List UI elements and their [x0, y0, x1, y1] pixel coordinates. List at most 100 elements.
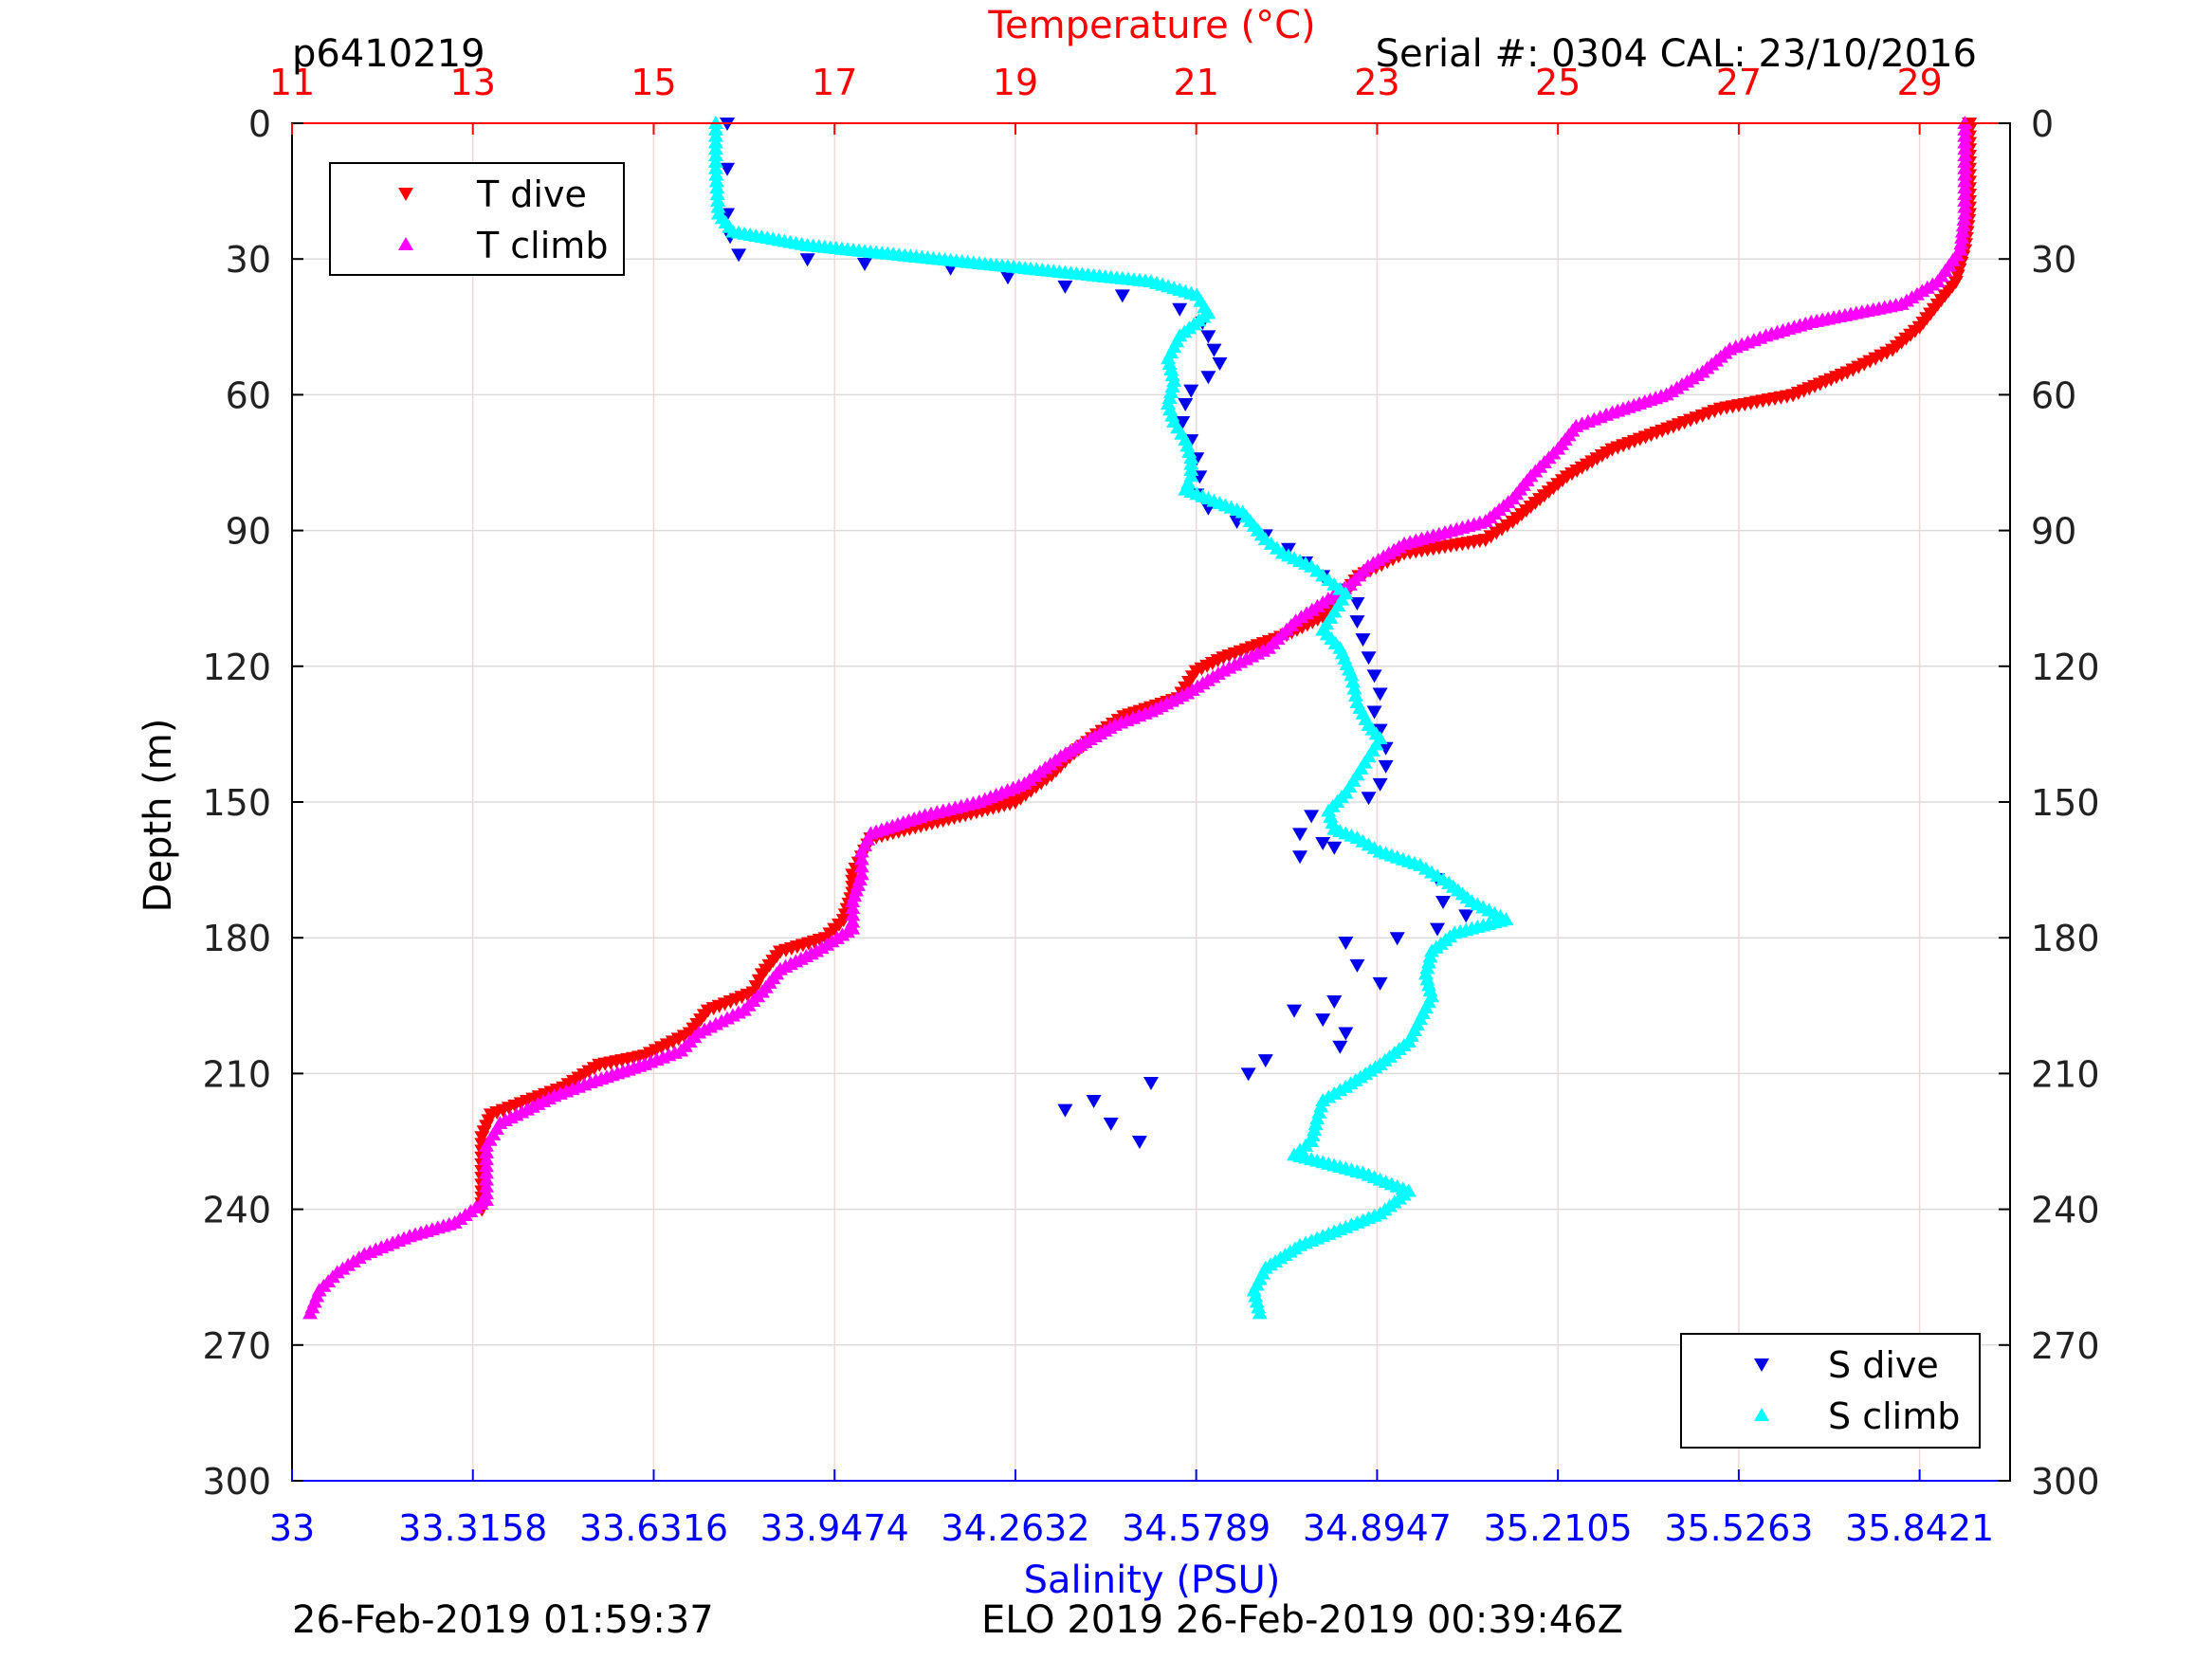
- s-climb-point: [1346, 681, 1362, 695]
- depth-tick-label-left: 120: [202, 647, 271, 688]
- s-climb-point: [1344, 674, 1361, 688]
- depth-tick-label-right: 300: [2031, 1461, 2100, 1503]
- depth-tick-label-left: 180: [202, 918, 271, 959]
- axis-ticks: 0 0 30 30 60 60 90 90 120 120 150 150 180 180 210 210 24…: [202, 62, 2099, 1549]
- series-t_climb: [302, 116, 1973, 1320]
- legend-bottom-right: S dive S climb: [1680, 1333, 1981, 1449]
- s-dive-point: [1315, 1013, 1331, 1028]
- legends: T dive T climb S dive S climb: [329, 162, 1981, 1449]
- s-dive-point: [1212, 356, 1228, 371]
- s-dive-point: [799, 253, 815, 267]
- t-climb-point: [479, 1138, 495, 1152]
- s-dive-point: [1349, 615, 1365, 629]
- temperature-axis-label: Temperature (°C): [987, 4, 1315, 47]
- s-dive-point: [857, 257, 872, 271]
- data-series: [302, 116, 1978, 1320]
- t-climb-point: [1954, 229, 1970, 244]
- s-dive-point: [1366, 705, 1382, 720]
- s-climb-point: [708, 167, 724, 181]
- s-dive-point: [1206, 343, 1222, 357]
- salinity-tick-label: 33: [269, 1507, 315, 1549]
- depth-tick-label-right: 270: [2031, 1325, 2100, 1367]
- s-dive-point: [1287, 1004, 1302, 1018]
- temperature-tick-label: 17: [812, 62, 857, 103]
- s-dive-point: [720, 162, 736, 176]
- legend-label: S dive: [1828, 1344, 1939, 1386]
- s-dive-point: [1229, 516, 1245, 530]
- t-climb-point: [302, 1305, 319, 1320]
- depth-tick-label-right: 210: [2031, 1053, 2100, 1095]
- s-dive-point: [1315, 836, 1331, 850]
- s-dive-point: [1292, 828, 1308, 842]
- temperature-tick-label: 29: [1896, 62, 1942, 103]
- s-dive-point: [1175, 416, 1191, 430]
- depth-tick-label-left: 300: [202, 1461, 271, 1503]
- s-dive-point: [1435, 896, 1452, 910]
- s-dive-point: [1057, 280, 1073, 294]
- s-dive-point: [1355, 633, 1371, 647]
- s-dive-point: [731, 248, 747, 263]
- s-dive-point: [1143, 1076, 1159, 1090]
- depth-tick-label-left: 270: [202, 1325, 271, 1367]
- temperature-tick-label: 25: [1535, 62, 1581, 103]
- depth-tick-label-right: 240: [2031, 1190, 2100, 1231]
- salinity-tick-label: 33.9474: [760, 1507, 909, 1549]
- t-climb-point: [479, 1144, 495, 1158]
- salinity-tick-label: 35.2105: [1484, 1507, 1633, 1549]
- temperature-tick-label: 23: [1354, 62, 1399, 103]
- depth-tick-label-left: 0: [248, 103, 271, 145]
- s-dive-point: [1332, 1040, 1348, 1054]
- t-climb-point: [479, 1172, 495, 1186]
- s-dive-point: [1378, 759, 1394, 774]
- s-dive-point: [1172, 302, 1188, 317]
- salinity-tick-label: 33.3158: [398, 1507, 547, 1549]
- salinity-tick-label: 33.6316: [579, 1507, 728, 1549]
- s-dive-point: [1178, 397, 1194, 411]
- legend-label: T climb: [476, 225, 608, 266]
- s-climb-point: [1347, 687, 1363, 702]
- s-dive-point: [1361, 792, 1377, 806]
- depth-tick-label-right: 90: [2031, 511, 2076, 553]
- t-climb-point: [853, 844, 869, 858]
- s-dive-point: [1114, 289, 1130, 303]
- s-climb-point: [1344, 667, 1360, 682]
- depth-tick-label-right: 60: [2031, 374, 2076, 416]
- t-climb-point: [845, 907, 861, 921]
- t-climb-point: [479, 1158, 495, 1173]
- legend-marker: [1754, 1408, 1769, 1421]
- s-dive-point: [1349, 958, 1365, 973]
- s-dive-point: [1338, 936, 1354, 950]
- s-dive-point: [1000, 271, 1015, 285]
- t-climb-point: [1954, 224, 1970, 238]
- s-dive-point: [1183, 384, 1199, 398]
- t-climb-point: [479, 1185, 495, 1199]
- t-climb-point: [845, 914, 861, 928]
- s-dive-point: [1366, 669, 1382, 684]
- s-climb-point: [709, 180, 725, 194]
- temperature-tick-label: 19: [993, 62, 1038, 103]
- depth-tick-label-right: 0: [2031, 103, 2054, 145]
- depth-axis-label: Depth (m): [137, 719, 180, 913]
- s-dive-point: [1361, 651, 1377, 665]
- temperature-tick-label: 11: [269, 62, 315, 103]
- s-climb-point: [707, 160, 723, 174]
- salinity-tick-label: 34.5789: [1122, 1507, 1271, 1549]
- s-dive-point: [1326, 841, 1343, 855]
- temperature-tick-label: 21: [1174, 62, 1219, 103]
- s-dive-point: [1378, 741, 1394, 756]
- legend-top-left: T dive T climb: [329, 162, 625, 276]
- header-left-text: p6410219: [292, 32, 485, 76]
- t-climb-point: [479, 1152, 495, 1166]
- s-dive-point: [1103, 1117, 1119, 1131]
- s-dive-point: [1086, 1095, 1102, 1109]
- t-climb-point: [845, 901, 861, 915]
- s-dive-point: [1389, 932, 1405, 946]
- footer-right-text: ELO 2019 26-Feb-2019 00:39:46Z: [981, 1598, 1623, 1642]
- s-dive-point: [1372, 777, 1388, 792]
- t-climb-point: [1956, 211, 1972, 226]
- s-climb-point: [710, 192, 726, 207]
- s-dive-point: [1372, 687, 1388, 702]
- depth-tick-label-right: 180: [2031, 918, 2100, 959]
- s-dive-point: [1240, 1067, 1256, 1082]
